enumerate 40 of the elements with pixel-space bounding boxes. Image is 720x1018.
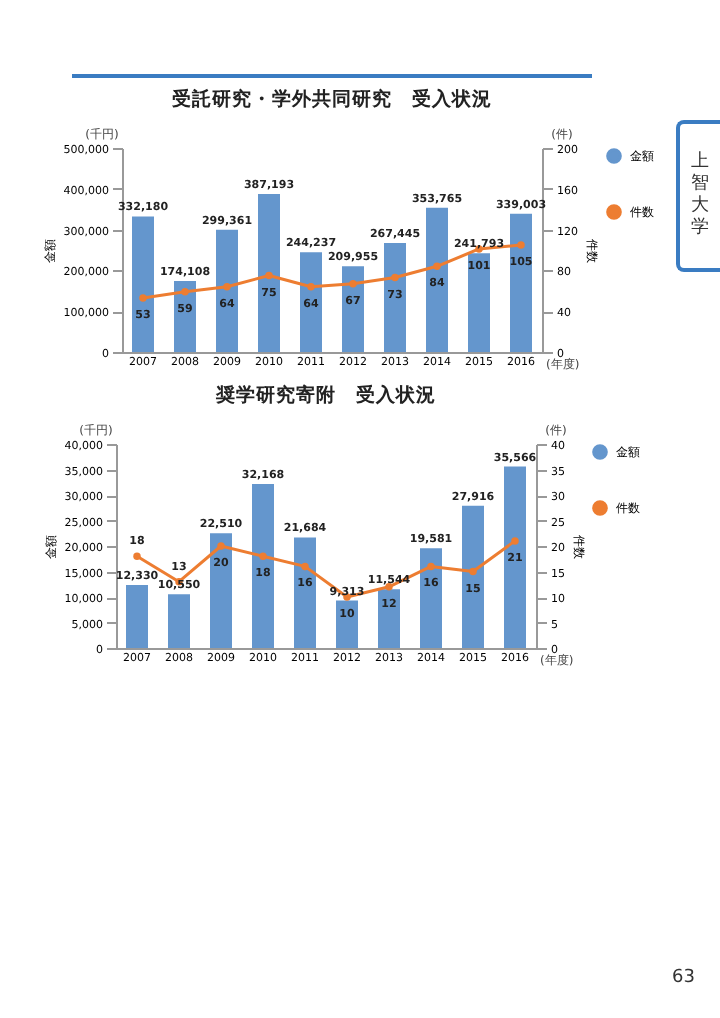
bar [210,533,232,648]
bar [384,242,406,352]
point [391,273,399,282]
bar [378,589,400,648]
bar [168,594,190,648]
point [307,282,315,291]
point [259,552,267,560]
bar [174,280,196,352]
bar [510,213,532,352]
bar [342,266,364,352]
bar [336,600,358,648]
bar [504,466,526,648]
point [349,279,357,288]
point [517,241,525,249]
bar [258,194,280,352]
bar [126,585,148,648]
point [265,271,273,280]
point [511,537,519,545]
point [223,282,231,291]
bar [426,207,448,352]
bar [252,483,274,648]
point [139,294,147,302]
point [133,552,141,560]
text: 63 [672,968,695,988]
point [301,562,309,571]
point [427,562,435,571]
chart-title: 奨学研究寄附 受入状況 [214,383,436,407]
point [469,567,477,576]
chart-title: 受託研究・学外共同研究 受入状況 [170,87,492,111]
bar [462,505,484,648]
side-tab: 上智大学 [676,120,720,272]
bar [300,252,322,352]
bar [468,253,490,352]
bar [132,216,154,352]
bar [420,548,442,648]
point [217,542,225,550]
bar [294,537,316,648]
point [181,288,189,296]
bar [216,229,238,352]
point [433,262,441,271]
